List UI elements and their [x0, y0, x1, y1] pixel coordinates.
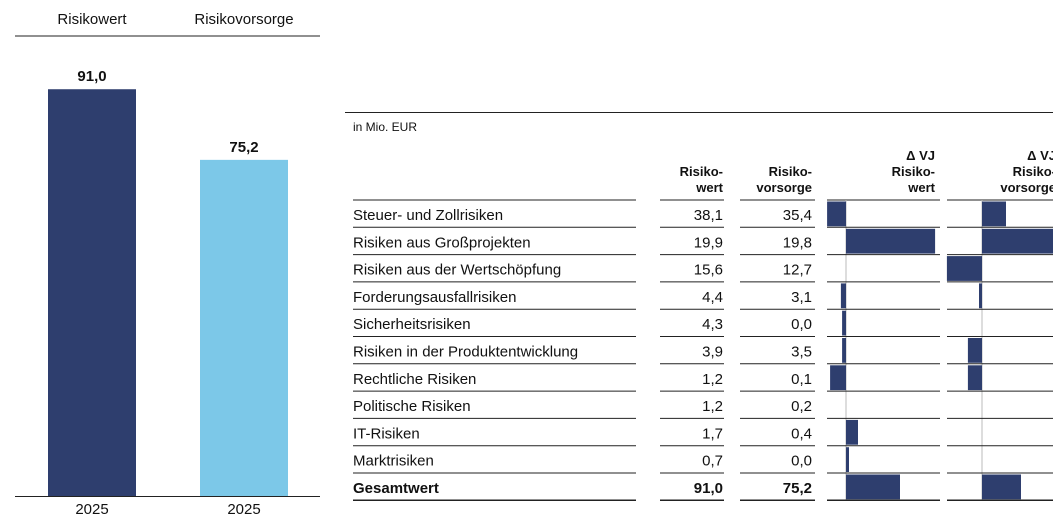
cell: 19,9	[694, 234, 723, 251]
cell: 19,8	[783, 234, 812, 251]
delta-bar	[967, 365, 982, 391]
row-label: Politische Risiken	[353, 398, 471, 415]
delta-bar	[846, 474, 900, 500]
cell: 38,1	[694, 207, 723, 224]
cell: 0,1	[791, 371, 812, 388]
delta-bar	[842, 338, 846, 363]
delta-bar	[946, 256, 982, 281]
cell: 4,3	[702, 316, 723, 333]
delta-bar	[846, 447, 849, 472]
cell: 0,4	[791, 425, 812, 442]
cell: 0,2	[791, 398, 812, 415]
row-label: Forderungsausfallrisiken	[353, 289, 516, 306]
cell: 1,2	[702, 371, 723, 388]
delta-bar	[842, 310, 846, 336]
cell: 4,4	[702, 289, 723, 306]
column-header: Δ VJ	[906, 148, 935, 163]
row-label: Rechtliche Risiken	[353, 371, 476, 388]
row-label: Sicherheitsrisiken	[353, 316, 471, 333]
delta-bar	[846, 228, 936, 254]
row-label: Marktrisiken	[353, 453, 434, 470]
delta-bar	[830, 365, 846, 391]
cell: 3,9	[702, 344, 723, 361]
row-label: Gesamtwert	[353, 480, 439, 497]
cell: 1,2	[702, 398, 723, 415]
column-header: Risiko-	[769, 164, 812, 179]
row-label: Risiken in der Produktentwicklung	[353, 344, 578, 361]
column-header: Risiko-	[680, 164, 723, 179]
cell: 91,0	[694, 480, 723, 497]
delta-bar	[982, 228, 1053, 254]
cell: 15,6	[694, 262, 723, 279]
delta-bar	[846, 419, 858, 445]
delta-bar	[967, 338, 982, 363]
delta-bar	[827, 201, 846, 227]
series-header: Risikovorsorge	[194, 11, 293, 28]
delta-bar	[979, 283, 982, 309]
value-label: 75,2	[229, 139, 258, 156]
cell: 0,0	[791, 453, 812, 470]
cell: 3,5	[791, 344, 812, 361]
column-header: wert	[907, 180, 935, 195]
cell: 0,7	[702, 453, 723, 470]
column-header: vorsorge	[1000, 180, 1053, 195]
delta-bar	[840, 283, 846, 309]
x-tick-label: 2025	[75, 501, 108, 518]
column-header: Δ VJ	[1027, 148, 1053, 163]
cell: 75,2	[783, 480, 812, 497]
cell: 35,4	[783, 207, 812, 224]
value-label: 91,0	[77, 68, 106, 85]
row-label: Steuer- und Zollrisiken	[353, 207, 503, 224]
delta-bar	[982, 474, 1021, 500]
cell: 0,0	[791, 316, 812, 333]
row-label: Risiken aus der Wertschöpfung	[353, 262, 561, 279]
series-header: Risikowert	[57, 11, 127, 28]
cell: 1,7	[702, 425, 723, 442]
row-label: IT-Risiken	[353, 425, 420, 442]
bar	[48, 89, 136, 496]
cell: 3,1	[791, 289, 812, 306]
bar	[200, 159, 288, 496]
column-header: Risiko-	[892, 164, 935, 179]
column-header: vorsorge	[756, 180, 812, 195]
column-header: Risiko-	[1013, 164, 1053, 179]
column-header: wert	[695, 180, 723, 195]
delta-bar	[982, 201, 1006, 227]
x-tick-label: 2025	[227, 501, 260, 518]
unit-label: in Mio. EUR	[353, 120, 417, 134]
cell: 12,7	[783, 262, 812, 279]
row-label: Risiken aus Großprojekten	[353, 234, 531, 251]
